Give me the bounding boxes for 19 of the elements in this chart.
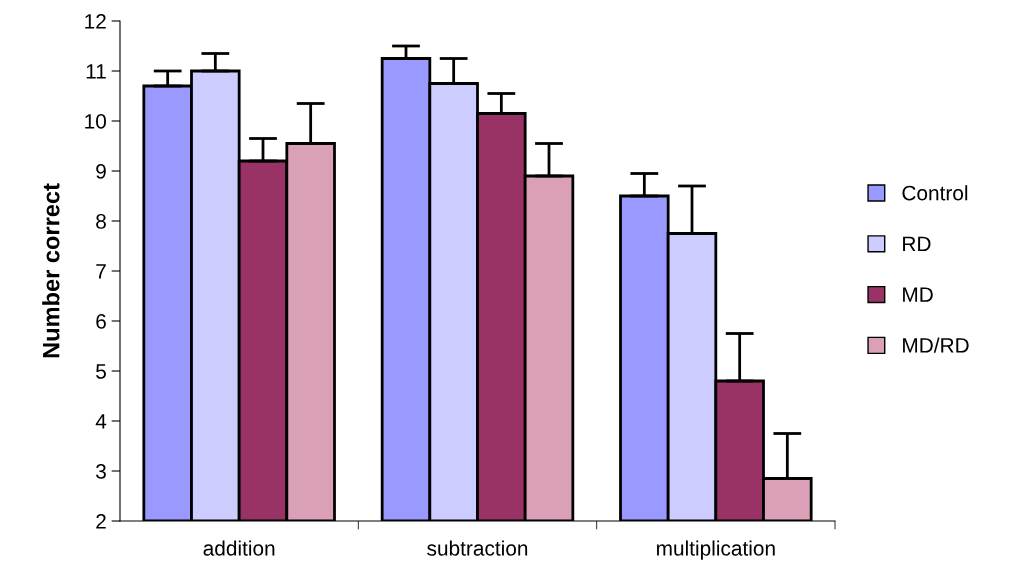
x-tick-label: multiplication [657,540,775,560]
y-tick-label: 2 [96,514,106,529]
y-tick-label: 8 [96,214,106,229]
y-tick-label: 11 [86,64,106,79]
legend-label: MD [903,287,933,302]
y-tick-label: 3 [96,464,106,479]
y-tick-label: 9 [96,164,106,179]
y-tick-label: 10 [85,114,106,129]
x-tick-label: subtraction [427,540,528,556]
y-axis-title: Number correct [42,183,60,358]
y-tick-label: 5 [96,364,106,379]
legend-label: Control [902,185,968,201]
x-tick-label: addition [203,540,275,556]
y-tick-label: 12 [85,14,106,29]
y-tick-label: 7 [96,264,106,279]
y-tick-label: 4 [95,414,107,429]
y-tick-label: 6 [96,314,106,329]
legend-label: RD [903,236,931,252]
legend-label: MD/RD [903,337,969,353]
